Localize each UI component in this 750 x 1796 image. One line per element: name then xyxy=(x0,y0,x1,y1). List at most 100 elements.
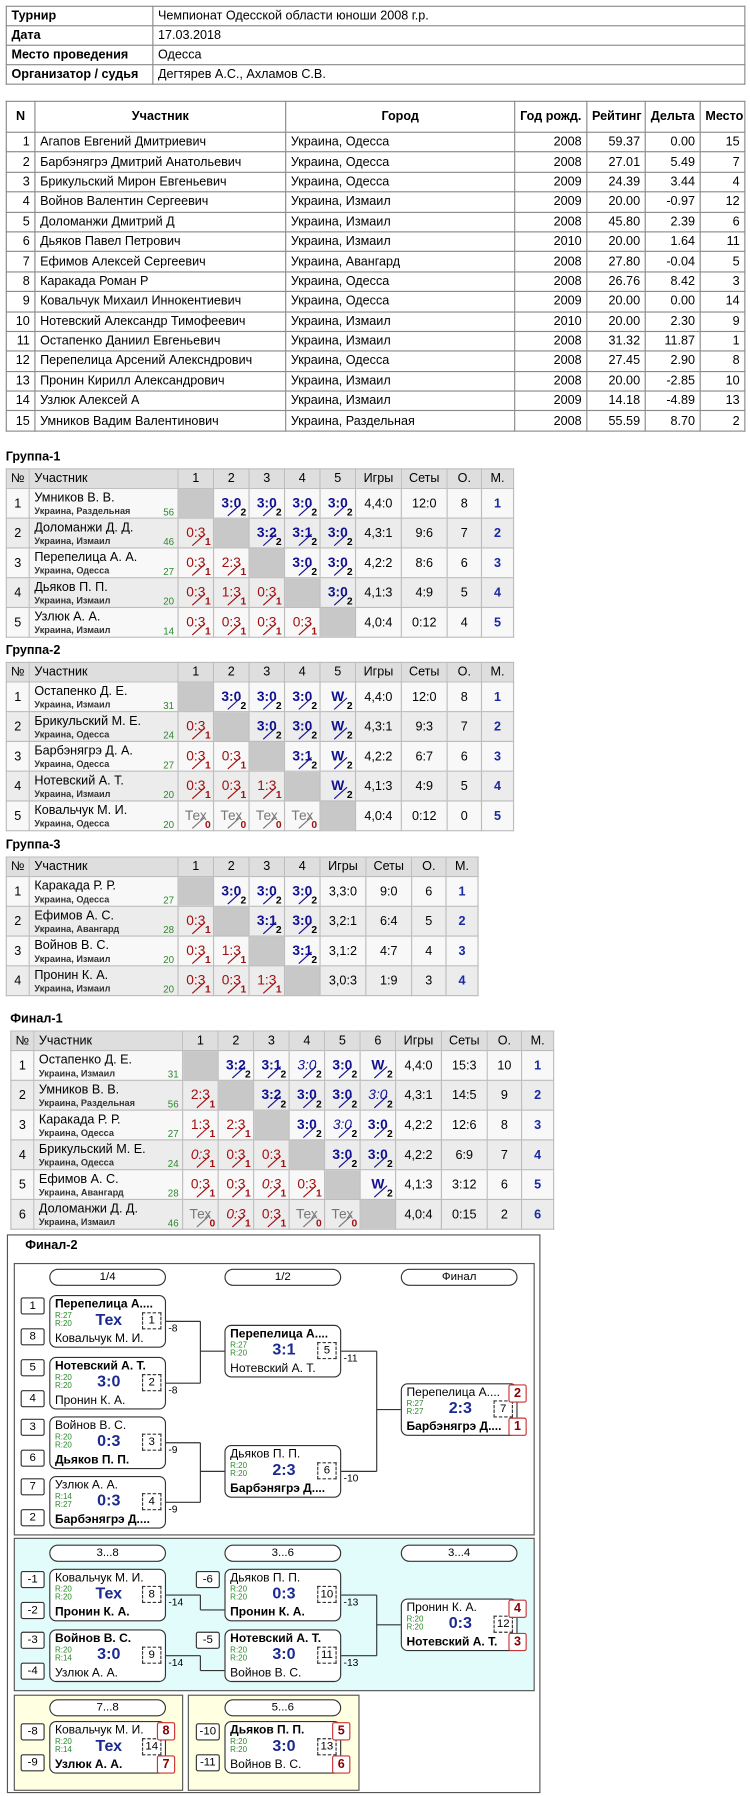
player-city: Украина, Одесса xyxy=(38,1157,114,1168)
seed: 6 xyxy=(20,1449,45,1467)
games: 4,1:3 xyxy=(354,770,402,802)
final-place: 6 xyxy=(332,1755,351,1774)
match-player: Дьяков П. П. xyxy=(230,1723,305,1738)
match-number: 5 xyxy=(317,1341,337,1360)
match-score: 3:0 xyxy=(272,1644,296,1663)
games: 3,0:3 xyxy=(319,965,367,997)
score-points: 2 xyxy=(275,924,282,936)
score-points: 2 xyxy=(311,894,318,906)
sets: 0:12 xyxy=(400,800,448,832)
seed: -4 xyxy=(20,1662,45,1680)
match-rating: R:20 xyxy=(406,1623,424,1632)
score-cell: 3:0 2 xyxy=(248,711,286,742)
score-points: 1 xyxy=(209,1157,216,1170)
score-cell: 1:3 1 xyxy=(212,577,250,609)
header-cell: № xyxy=(10,1030,35,1052)
score-points: 2 xyxy=(351,1157,358,1170)
match-score: 0:3 xyxy=(272,1583,296,1602)
match-player: Войнов В. С. xyxy=(230,1757,302,1772)
participant-cell: Барбэнягрэ Дмитрий Анатольевич xyxy=(34,151,287,173)
score-points: 2 xyxy=(346,535,353,548)
score-cell: 0:3 1 xyxy=(248,606,286,638)
participant-cell: Украина, Одесса xyxy=(285,151,516,173)
player-name: Барбэнягрэ Д. А. xyxy=(34,744,133,759)
header-cell: 5 xyxy=(319,468,357,489)
games: 4,0:4 xyxy=(354,606,402,638)
match-box: Узлюк А. А. R:14 Барбэнягрэ Д.... R:27 0:3 4 xyxy=(49,1475,167,1529)
score-points: 1 xyxy=(204,983,211,996)
score: W xyxy=(331,747,345,764)
score-cell: 3:0 2 xyxy=(319,577,357,609)
participant-cell: 26.76 xyxy=(586,271,646,293)
match-player: Дьяков П. П. xyxy=(230,1447,301,1462)
group-table: № Участник 1 2 3 4 5 Игры Сеты О. М. 1 Умников В. В.… xyxy=(5,468,515,638)
participant-cell: 7 xyxy=(699,151,746,173)
points: 5 xyxy=(411,905,447,937)
player-name: Ефимов А. С. xyxy=(34,909,115,923)
final-place: 8 xyxy=(156,1722,176,1741)
seed: 3 xyxy=(20,1418,45,1436)
participant-cell: Украина, Измаил xyxy=(285,310,516,332)
match-player: Войнов В. С. xyxy=(54,1631,132,1646)
score-cell xyxy=(319,606,357,638)
seed: 1 xyxy=(20,1297,45,1315)
participant-cell: 12 xyxy=(699,191,746,213)
match-rating: R:20 xyxy=(230,1738,248,1747)
score-cell xyxy=(288,1139,326,1171)
sets: 4:7 xyxy=(365,935,413,967)
match-box: Войнов В. С. R:20 Дьяков П. П. R:20 0:3 3 xyxy=(49,1416,167,1470)
participant-cell: 2.90 xyxy=(644,350,701,372)
participant-cell: 2008 xyxy=(514,410,588,432)
participant-cell: -2.85 xyxy=(644,370,701,392)
score-cell: 0:3 1 xyxy=(177,965,215,997)
score-points: 1 xyxy=(204,788,211,801)
points: 4 xyxy=(446,606,483,638)
score-cell: 3:0 2 xyxy=(324,1079,361,1111)
score-points: 1 xyxy=(311,625,318,637)
group-row: 2 Доломанжи Д. Д. Украина, Измаил 46 0:3 1 3:2… xyxy=(5,517,515,549)
row-number: 1 xyxy=(10,1050,35,1081)
header-cell: 2 xyxy=(212,468,250,489)
match-rating: R:20 xyxy=(230,1350,248,1359)
place: 1 xyxy=(445,875,479,907)
header-cell: № xyxy=(5,468,30,489)
place: 3 xyxy=(445,935,479,967)
match-rating: R:20 xyxy=(54,1441,72,1450)
score-cell: 0:3 1 xyxy=(177,711,215,742)
participant-cell: 20.00 xyxy=(586,310,646,332)
player-city: Украина, Измаил xyxy=(34,625,111,636)
seed: 8 xyxy=(20,1328,45,1346)
score-points: 1 xyxy=(275,595,282,607)
player-rating: 20 xyxy=(163,788,175,801)
score-cell: 0:3 1 xyxy=(253,1169,290,1201)
score-cell: Тех 0 xyxy=(182,1198,219,1230)
header-cell: 5 xyxy=(324,1030,361,1052)
player-rating: 27 xyxy=(167,1127,179,1140)
round-header: Финал xyxy=(400,1268,518,1286)
match-player: Нотевский А. Т. xyxy=(230,1361,316,1376)
player-rating: 46 xyxy=(167,1217,179,1229)
row-number: 4 xyxy=(10,1139,35,1171)
points: 10 xyxy=(486,1050,523,1081)
seed: -8 xyxy=(20,1723,45,1741)
score-cell: 0:3 1 xyxy=(177,740,215,772)
info-row: Турнир Чемпионат Одесской области юноши 2… xyxy=(5,5,746,27)
participant-cell: 27.45 xyxy=(586,350,646,372)
seed: -5 xyxy=(195,1631,220,1649)
header-cell: 2 xyxy=(212,856,250,878)
score-points: 1 xyxy=(245,1217,251,1229)
score-cell: 3:0 2 xyxy=(283,681,321,713)
place: 6 xyxy=(520,1198,555,1230)
seed: -9 xyxy=(20,1754,45,1772)
games: 4,3:1 xyxy=(354,517,402,549)
row-number: 1 xyxy=(5,487,30,519)
participant-row: 15 Умников Вадим Валентинович Украина, Раз… xyxy=(5,410,746,432)
participant-cell: 20.00 xyxy=(586,290,646,313)
sets: 4:9 xyxy=(400,770,448,802)
row-number: 4 xyxy=(5,770,30,802)
score-cell: 3:0 2 xyxy=(319,487,357,519)
player-city: Украина, Измаил xyxy=(38,1217,116,1228)
place: 4 xyxy=(445,965,479,997)
header-cell: 1 xyxy=(177,468,215,489)
score-points: 2 xyxy=(275,894,282,906)
